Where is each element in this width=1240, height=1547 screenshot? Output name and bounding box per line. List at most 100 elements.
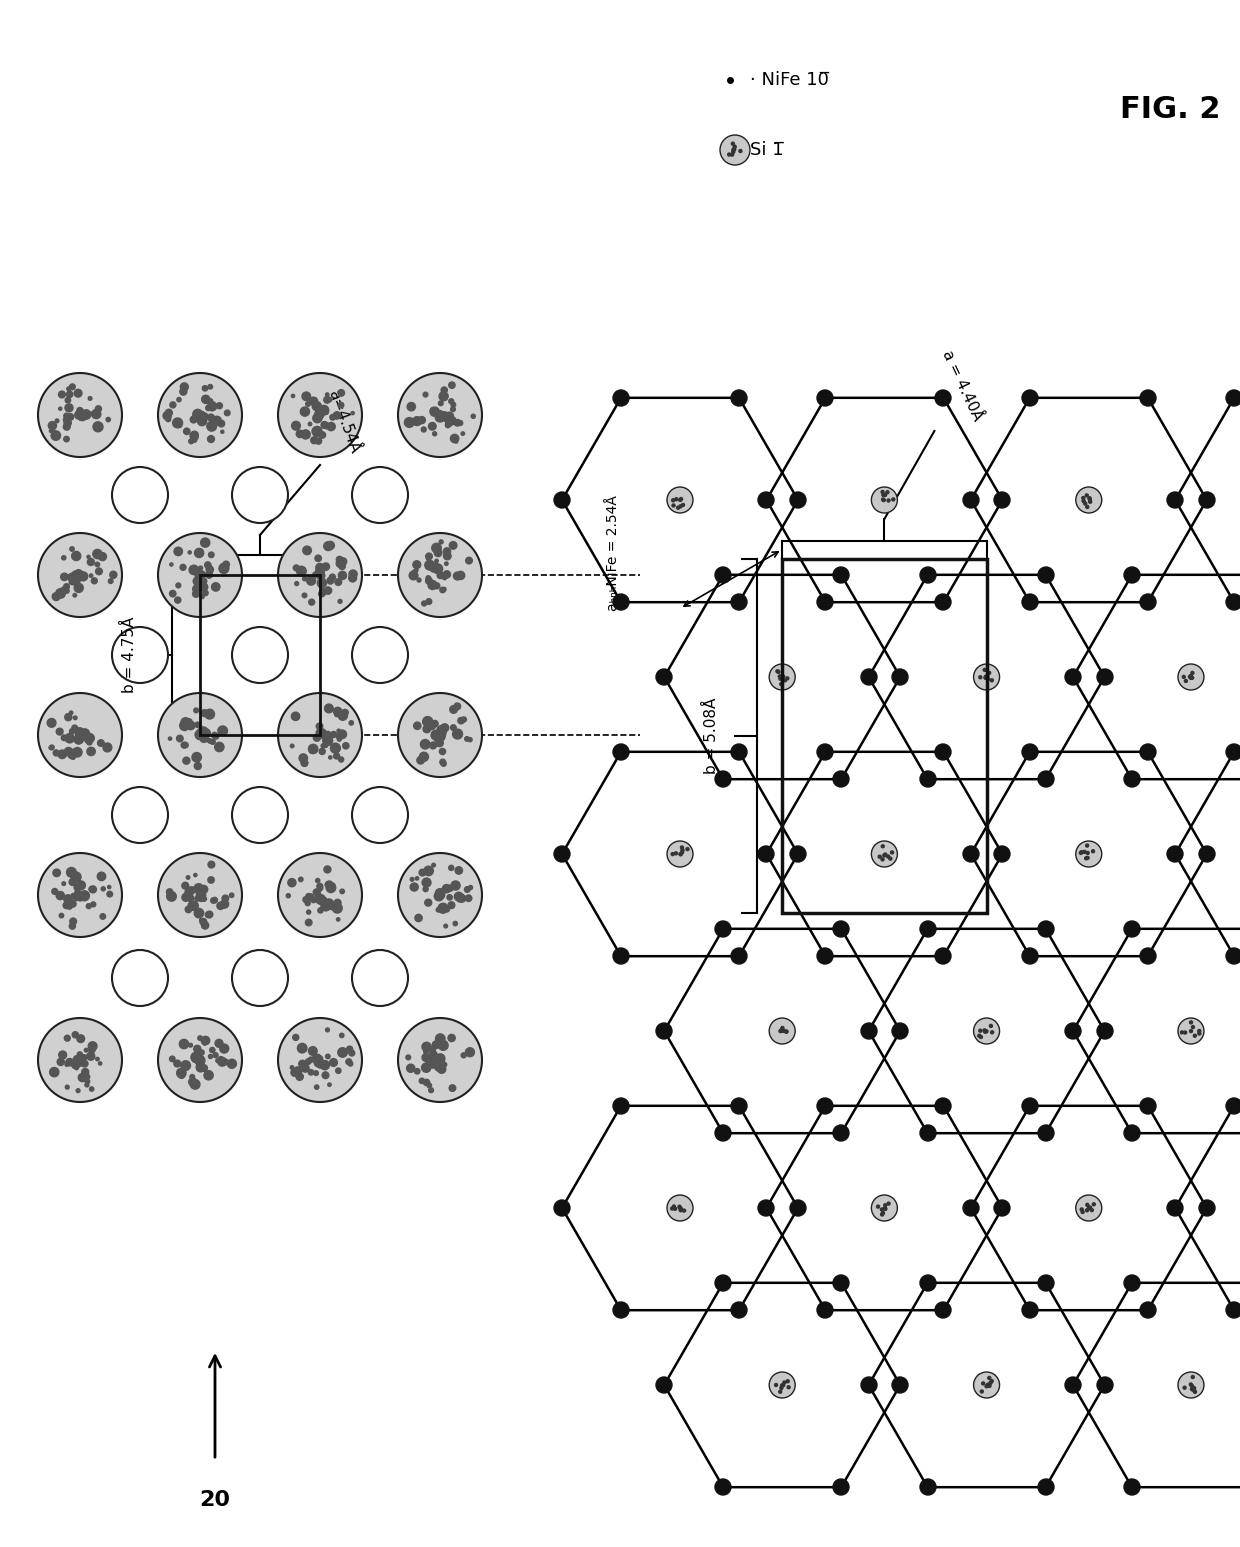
Circle shape (303, 391, 310, 401)
Circle shape (326, 1027, 330, 1032)
Circle shape (212, 583, 219, 591)
Circle shape (880, 1213, 884, 1216)
Circle shape (326, 880, 332, 888)
Circle shape (935, 1303, 951, 1318)
Circle shape (680, 852, 682, 855)
Circle shape (423, 1080, 429, 1086)
Circle shape (444, 548, 450, 555)
Circle shape (425, 552, 433, 560)
Circle shape (461, 716, 466, 722)
Circle shape (309, 1069, 314, 1075)
Circle shape (422, 1063, 430, 1072)
Text: a=4.54Å: a=4.54Å (325, 388, 362, 455)
Circle shape (176, 1069, 186, 1078)
Circle shape (64, 733, 74, 743)
Circle shape (1038, 770, 1054, 787)
Text: a = 4.40Å: a = 4.40Å (940, 348, 985, 422)
Circle shape (1123, 920, 1140, 937)
Circle shape (885, 490, 889, 493)
Circle shape (715, 1125, 732, 1142)
Circle shape (311, 436, 317, 444)
Circle shape (179, 1072, 185, 1078)
Circle shape (424, 1049, 429, 1054)
Circle shape (197, 894, 205, 902)
Circle shape (330, 574, 336, 580)
Circle shape (56, 729, 63, 735)
Circle shape (63, 424, 71, 430)
Circle shape (200, 413, 208, 421)
Circle shape (1193, 1386, 1195, 1389)
Circle shape (336, 557, 343, 563)
Circle shape (208, 1055, 212, 1058)
Circle shape (455, 866, 463, 874)
Circle shape (180, 721, 190, 730)
Circle shape (74, 883, 81, 891)
Circle shape (436, 726, 446, 735)
Circle shape (963, 1200, 980, 1216)
Circle shape (1086, 851, 1089, 854)
Circle shape (321, 903, 325, 907)
Circle shape (98, 552, 107, 560)
Circle shape (77, 732, 86, 741)
Circle shape (50, 1067, 58, 1077)
Circle shape (102, 886, 105, 891)
Circle shape (182, 743, 188, 747)
Circle shape (196, 732, 203, 739)
Circle shape (68, 750, 76, 758)
Circle shape (78, 1055, 84, 1063)
Circle shape (779, 1391, 781, 1394)
Circle shape (438, 413, 441, 416)
Circle shape (677, 506, 680, 509)
Circle shape (322, 736, 332, 746)
Circle shape (188, 551, 191, 554)
Circle shape (884, 852, 887, 855)
Circle shape (218, 726, 227, 735)
Circle shape (215, 1040, 223, 1047)
Circle shape (465, 886, 470, 893)
Circle shape (69, 580, 74, 585)
Circle shape (188, 439, 193, 444)
Circle shape (348, 1061, 353, 1066)
Circle shape (212, 416, 222, 425)
Circle shape (1189, 1030, 1193, 1032)
Circle shape (79, 415, 83, 418)
Circle shape (339, 712, 347, 721)
Circle shape (301, 430, 310, 439)
Circle shape (79, 729, 89, 738)
Circle shape (93, 549, 102, 558)
Circle shape (63, 413, 69, 419)
Circle shape (438, 1064, 446, 1074)
Circle shape (1038, 1125, 1054, 1142)
Circle shape (202, 579, 207, 583)
Circle shape (201, 412, 205, 415)
Circle shape (458, 421, 463, 425)
Circle shape (422, 879, 432, 886)
Circle shape (187, 886, 195, 894)
Text: aₕₙₕNiFe = 2.54Å: aₕₙₕNiFe = 2.54Å (606, 495, 620, 611)
Circle shape (892, 1023, 908, 1040)
Circle shape (439, 730, 445, 736)
Circle shape (340, 558, 347, 565)
Circle shape (95, 562, 99, 566)
Circle shape (306, 894, 311, 899)
Circle shape (1086, 1204, 1089, 1207)
Circle shape (428, 580, 436, 589)
Circle shape (450, 724, 456, 730)
Circle shape (440, 760, 445, 764)
Circle shape (170, 402, 176, 408)
Circle shape (62, 555, 66, 560)
Circle shape (1089, 500, 1091, 503)
Text: Si 1̅: Si 1̅ (750, 141, 784, 159)
Circle shape (319, 432, 326, 438)
Circle shape (1192, 1375, 1194, 1378)
Circle shape (352, 787, 408, 843)
Circle shape (221, 900, 228, 908)
Circle shape (38, 534, 122, 617)
Circle shape (977, 1035, 981, 1038)
Text: b = 4.75Å: b = 4.75Å (122, 617, 136, 693)
Circle shape (76, 727, 84, 736)
Circle shape (74, 729, 83, 736)
Circle shape (434, 563, 438, 566)
Circle shape (429, 722, 435, 730)
Circle shape (193, 577, 202, 585)
